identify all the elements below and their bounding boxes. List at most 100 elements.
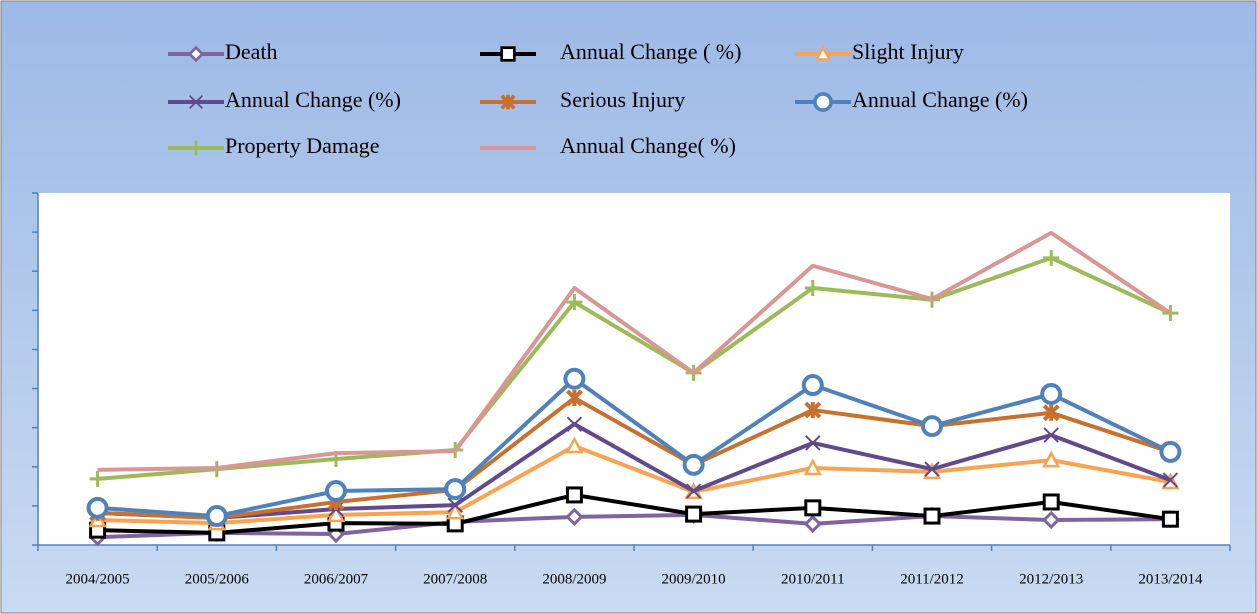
marker-shape bbox=[813, 92, 833, 112]
marker-shape bbox=[1042, 404, 1060, 422]
marker bbox=[803, 458, 822, 476]
marker bbox=[187, 45, 205, 63]
series-line bbox=[97, 230, 1172, 472]
x-tick-label: 2005/2006 bbox=[185, 571, 250, 587]
marker-shape bbox=[814, 45, 832, 61]
marker bbox=[921, 415, 943, 438]
marker bbox=[803, 514, 822, 534]
marker-shape bbox=[685, 505, 703, 523]
series-line bbox=[97, 255, 1172, 481]
marker bbox=[924, 461, 940, 477]
marker-shape bbox=[326, 505, 346, 523]
marker-shape bbox=[921, 415, 943, 438]
marker bbox=[1043, 249, 1060, 266]
marker-shape bbox=[566, 294, 583, 311]
marker bbox=[685, 483, 702, 499]
marker bbox=[923, 507, 941, 525]
plot-area bbox=[38, 193, 1230, 545]
marker bbox=[685, 505, 703, 523]
marker bbox=[805, 435, 821, 451]
legend-label: Property Damage bbox=[225, 133, 380, 158]
marker bbox=[566, 416, 583, 432]
marker-shape bbox=[1042, 450, 1061, 468]
marker bbox=[188, 140, 204, 156]
legend-label: Annual Change( %) bbox=[560, 133, 736, 158]
legend-label: Annual Change ( %) bbox=[560, 39, 741, 64]
marker-shape bbox=[804, 499, 822, 517]
marker-shape bbox=[563, 367, 586, 390]
marker-shape bbox=[1159, 440, 1182, 463]
marker-shape bbox=[565, 507, 584, 526]
marker bbox=[1043, 427, 1059, 443]
marker-shape bbox=[804, 280, 821, 297]
marker bbox=[500, 46, 516, 62]
marker bbox=[89, 470, 106, 487]
marker-shape bbox=[86, 496, 109, 519]
marker bbox=[804, 499, 822, 517]
marker-shape bbox=[566, 416, 583, 432]
x-tick-label: 2011/2012 bbox=[900, 571, 964, 587]
marker bbox=[563, 367, 586, 390]
marker-shape bbox=[565, 436, 584, 454]
marker-shape bbox=[500, 94, 516, 110]
marker bbox=[801, 374, 824, 397]
x-tick-label: 2008/2009 bbox=[542, 571, 606, 587]
marker bbox=[1040, 383, 1063, 406]
legend-label: Annual Change (%) bbox=[852, 87, 1028, 112]
marker bbox=[1042, 510, 1061, 530]
marker bbox=[447, 497, 463, 513]
x-tick-label: 2013/2014 bbox=[1138, 571, 1203, 587]
marker bbox=[565, 436, 584, 454]
marker-shape bbox=[565, 389, 583, 407]
series-line bbox=[97, 512, 1171, 540]
marker-shape bbox=[1040, 383, 1063, 406]
marker bbox=[1161, 510, 1179, 528]
marker-shape bbox=[187, 45, 205, 63]
marker-shape bbox=[685, 483, 702, 499]
x-tick-label: 2006/2007 bbox=[304, 571, 369, 587]
marker-shape bbox=[1042, 493, 1060, 511]
marker-shape bbox=[1043, 427, 1059, 443]
marker bbox=[1162, 472, 1179, 488]
series-line bbox=[97, 444, 1171, 526]
marker-shape bbox=[565, 486, 583, 504]
legend-label: Slight Injury bbox=[852, 39, 964, 64]
x-tick-label: 2004/2005 bbox=[66, 571, 130, 587]
series-line bbox=[97, 422, 1172, 521]
marker bbox=[446, 502, 465, 520]
marker-shape bbox=[444, 478, 467, 501]
x-tick-label: 2010/2011 bbox=[781, 571, 845, 587]
marker-shape bbox=[325, 480, 347, 503]
marker-shape bbox=[1161, 510, 1179, 528]
marker bbox=[565, 507, 584, 526]
marker bbox=[1159, 440, 1182, 463]
marker-shape bbox=[1043, 249, 1060, 266]
marker bbox=[500, 94, 516, 110]
x-tick-label: 2009/2010 bbox=[662, 571, 726, 587]
marker bbox=[804, 280, 821, 297]
x-tick-label: 2012/2013 bbox=[1019, 571, 1083, 587]
marker bbox=[1042, 404, 1060, 422]
marker-shape bbox=[682, 453, 705, 476]
marker-shape bbox=[500, 46, 516, 62]
marker-shape bbox=[89, 470, 106, 487]
marker-shape bbox=[805, 435, 821, 451]
marker bbox=[565, 389, 583, 407]
marker-shape bbox=[923, 507, 941, 525]
marker bbox=[565, 486, 583, 504]
marker-shape bbox=[189, 95, 203, 109]
marker bbox=[86, 496, 109, 519]
marker-shape bbox=[1162, 472, 1179, 488]
marker bbox=[814, 45, 832, 61]
series-line bbox=[97, 376, 1172, 519]
marker bbox=[325, 480, 347, 503]
x-tick-label: 2007/2008 bbox=[423, 571, 487, 587]
marker bbox=[205, 505, 228, 528]
marker bbox=[813, 92, 833, 112]
marker bbox=[189, 95, 203, 109]
series-line bbox=[97, 492, 1171, 535]
marker-shape bbox=[446, 502, 465, 520]
marker-shape bbox=[801, 374, 824, 397]
